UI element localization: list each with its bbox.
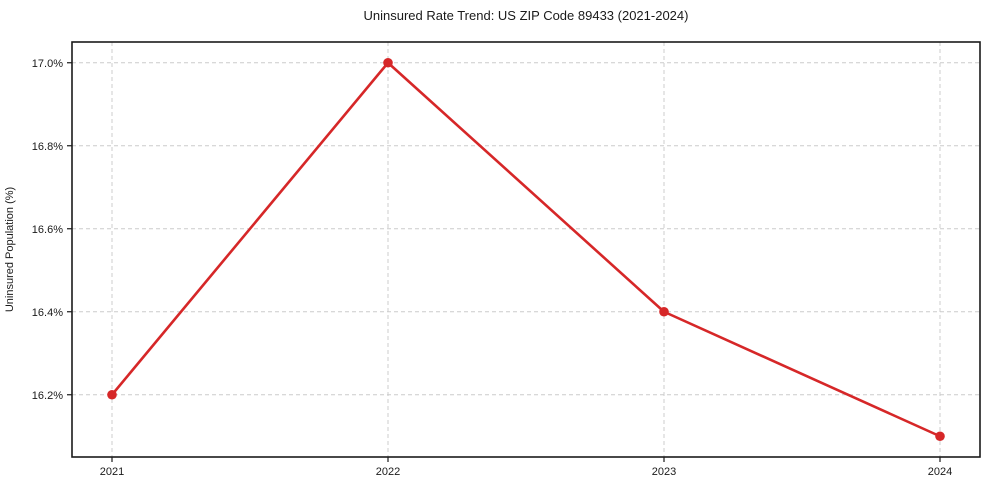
data-point-marker	[659, 306, 669, 317]
y-tick-label: 16.4%	[32, 307, 63, 319]
y-tick-label: 16.6%	[32, 224, 63, 236]
data-point-marker	[383, 57, 393, 68]
x-tick-label: 2022	[376, 466, 400, 478]
y-tick-label: 16.2%	[32, 390, 63, 402]
y-tick-label: 17.0%	[32, 58, 63, 70]
data-point-marker	[935, 431, 945, 442]
y-tick-label: 16.8%	[32, 141, 63, 153]
plot-border	[71, 41, 981, 458]
data-point-marker	[107, 389, 117, 400]
chart-title: Uninsured Rate Trend: US ZIP Code 89433 …	[363, 8, 689, 23]
data-line	[110, 61, 942, 438]
y-axis-label: Uninsured Population (%)	[4, 187, 16, 312]
x-tick-label: 2021	[100, 466, 124, 478]
x-tick-label: 2023	[652, 466, 676, 478]
x-tick-label: 2024	[928, 466, 952, 478]
